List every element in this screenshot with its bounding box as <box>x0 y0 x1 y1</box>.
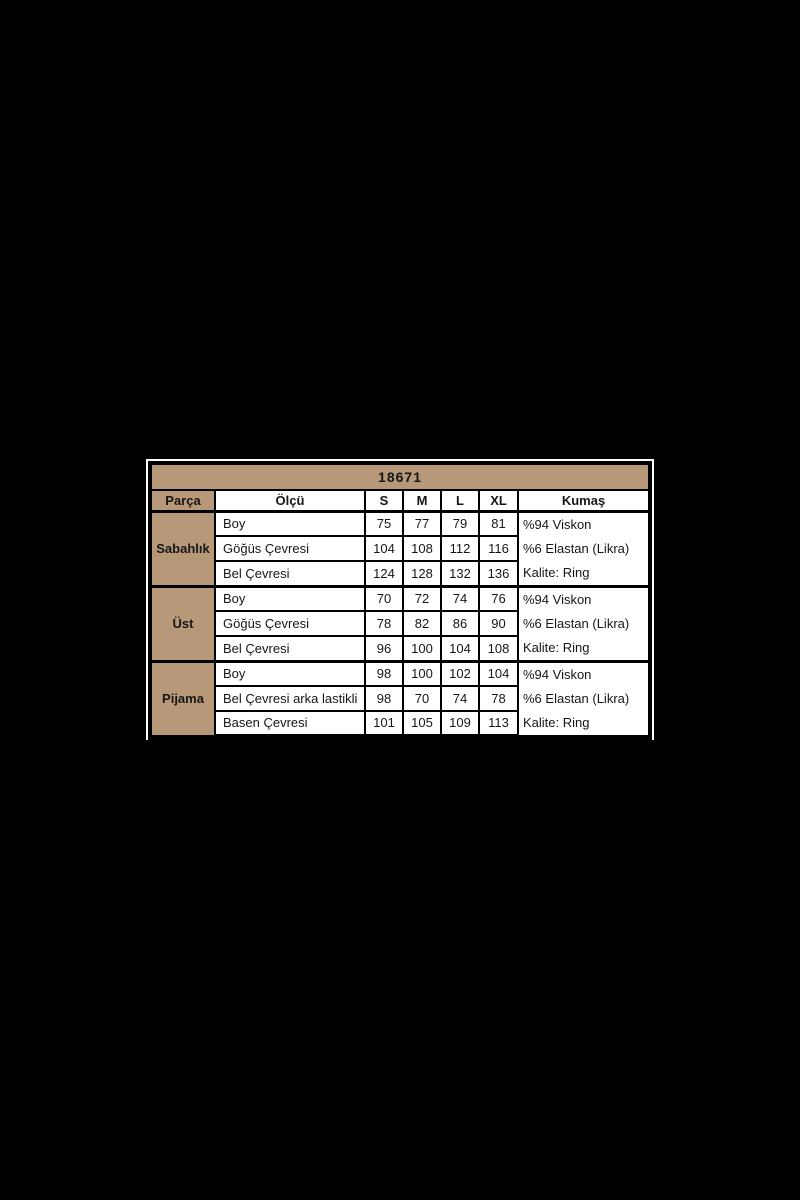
size-value: 74 <box>440 584 480 612</box>
table-frame: 18671 Parça Ölçü S M L XL Kumaş Sabahlık… <box>146 459 655 740</box>
size-value: 72 <box>402 584 442 612</box>
col-header-s: S <box>364 489 404 513</box>
table-row: Basen Çevresi 101 105 109 113 <box>151 709 649 737</box>
col-header-m: M <box>402 489 442 513</box>
size-value: 113 <box>478 709 519 737</box>
measure-label: Boy <box>214 584 366 612</box>
fabric-line: %94 Viskon <box>523 516 592 532</box>
size-value: 109 <box>440 709 480 737</box>
size-value: 116 <box>478 535 519 562</box>
fabric-info-cell: %94 Viskon %6 Elastan (Likra) Kalite: Ri… <box>516 509 651 587</box>
fabric-line: %94 Viskon <box>523 591 592 607</box>
table-row: Üst Boy 70 72 74 76 %94 Viskon %6 Elasta… <box>150 584 651 662</box>
group-label-sabahlik: Sabahlık <box>150 509 216 587</box>
measure-label: Göğüs Çevresi <box>214 535 366 562</box>
size-value: 132 <box>440 560 480 587</box>
size-value: 76 <box>478 584 519 612</box>
size-value: 136 <box>478 560 519 587</box>
size-value: 96 <box>364 635 404 662</box>
size-value: 105 <box>402 709 442 737</box>
size-value: 82 <box>402 610 442 637</box>
col-header-l: L <box>440 489 480 513</box>
fabric-line: Kalite: Ring <box>523 714 590 730</box>
col-header-xl: XL <box>478 489 519 513</box>
table-row: Göğüs Çevresi 78 82 86 90 <box>151 610 649 637</box>
size-value: 108 <box>402 535 442 562</box>
group-label-ust: Üst <box>150 584 216 662</box>
fabric-line: %6 Elastan (Likra) <box>523 540 630 556</box>
table-row: Sabahlık Boy 75 77 79 81 %94 Viskon %6 E… <box>150 509 651 587</box>
size-value: 98 <box>364 684 404 712</box>
measure-label: Basen Çevresi <box>214 709 366 737</box>
size-value: 78 <box>478 684 519 712</box>
fabric-line: Kalite: Ring <box>523 564 590 580</box>
measure-label: Bel Çevresi <box>214 635 366 662</box>
measure-label: Göğüs Çevresi <box>214 610 366 637</box>
size-value: 70 <box>364 584 404 612</box>
size-value: 100 <box>402 659 442 687</box>
col-header-parca: Parça <box>150 489 216 513</box>
size-value: 104 <box>364 535 404 562</box>
size-value: 128 <box>402 560 442 587</box>
size-value: 81 <box>478 509 519 537</box>
size-value: 79 <box>440 509 480 537</box>
size-table: 18671 Parça Ölçü S M L XL Kumaş Sabahlık… <box>149 463 651 737</box>
fabric-info-cell: %94 Viskon %6 Elastan (Likra) Kalite: Ri… <box>516 584 651 662</box>
measure-label: Bel Çevresi arka lastikli <box>214 684 366 712</box>
fabric-line: %6 Elastan (Likra) <box>523 690 630 706</box>
size-value: 86 <box>440 610 480 637</box>
size-value: 124 <box>364 560 404 587</box>
measure-label: Boy <box>214 659 366 687</box>
measure-label: Boy <box>214 509 366 537</box>
size-value: 77 <box>402 509 442 537</box>
size-value: 70 <box>402 684 442 712</box>
measure-label: Bel Çevresi <box>214 560 366 587</box>
table-row: Göğüs Çevresi 104 108 112 116 <box>151 535 649 562</box>
table-row: Pijama Boy 98 100 102 104 %94 Viskon %6 … <box>150 659 651 737</box>
size-value: 104 <box>478 659 519 687</box>
table-row: Bel Çevresi arka lastikli 98 70 74 78 <box>151 684 649 712</box>
fabric-line: Kalite: Ring <box>523 639 590 655</box>
table-title: 18671 <box>149 463 651 491</box>
table-row: Bel Çevresi 96 100 104 108 <box>151 635 649 662</box>
size-value: 104 <box>440 635 480 662</box>
size-value: 112 <box>440 535 480 562</box>
table-row: Bel Çevresi 124 128 132 136 <box>151 560 649 587</box>
size-value: 101 <box>364 709 404 737</box>
col-header-olcu: Ölçü <box>214 489 366 513</box>
size-value: 100 <box>402 635 442 662</box>
size-value: 102 <box>440 659 480 687</box>
size-value: 75 <box>364 509 404 537</box>
fabric-line: %6 Elastan (Likra) <box>523 615 630 631</box>
size-value: 74 <box>440 684 480 712</box>
size-value: 98 <box>364 659 404 687</box>
size-value: 78 <box>364 610 404 637</box>
group-label-pijama: Pijama <box>150 659 216 737</box>
title-row: 18671 <box>149 463 651 491</box>
size-value: 108 <box>478 635 519 662</box>
fabric-info-cell: %94 Viskon %6 Elastan (Likra) Kalite: Ri… <box>516 659 651 737</box>
size-value: 90 <box>478 610 519 637</box>
fabric-line: %94 Viskon <box>523 666 592 682</box>
column-header-row: Parça Ölçü S M L XL Kumaş <box>150 489 651 513</box>
col-header-kumas: Kumaş <box>516 489 651 513</box>
